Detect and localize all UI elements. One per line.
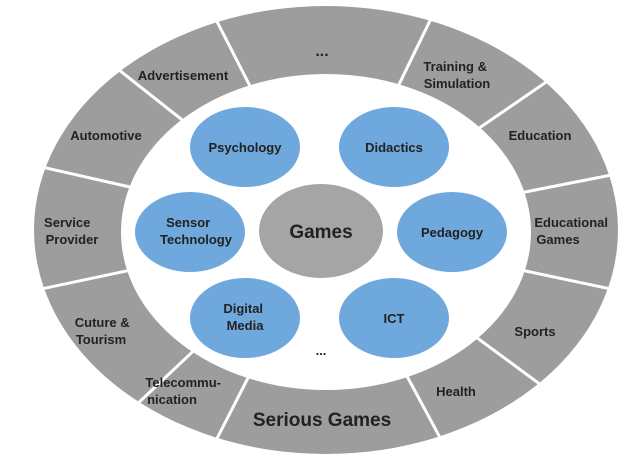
ring-separator-line <box>402 370 445 445</box>
ring-separator-line <box>518 268 617 292</box>
ring-separators <box>35 12 618 446</box>
ring-separator-line <box>132 346 199 409</box>
segment-training-simulation-label: Training & Simulation <box>423 59 490 91</box>
games-center-circle <box>259 184 383 278</box>
circle-ict <box>339 278 449 358</box>
games-center-label: Games <box>289 222 352 243</box>
circle-digital-media <box>190 278 300 358</box>
circle-didactics <box>339 107 449 187</box>
segment-educational-games-label: Educational Games <box>534 215 611 247</box>
ring-separator-line <box>476 76 554 131</box>
segment-service-provider-label: Service Provider <box>44 215 98 247</box>
segment-culture-tourism-label: Cuture & Tourism <box>75 315 134 347</box>
ring-separator-line <box>396 12 435 88</box>
inner-ellipsis: ... <box>316 343 327 358</box>
segment-health-label: Health <box>436 384 476 399</box>
segment-telecommunication-label: Telecommu- nication <box>145 375 224 407</box>
circle-pedagogy-label: Pedagogy <box>421 225 484 240</box>
circle-didactics-label: Didactics <box>365 140 423 155</box>
segment-advertisement-label: Advertisement <box>138 68 229 83</box>
segment-education-label: Education <box>509 128 572 143</box>
serious-games-label: Serious Games <box>253 410 391 431</box>
circle-psychology <box>190 107 300 187</box>
ring-separator-line <box>519 172 618 195</box>
circle-ict-label: ICT <box>384 311 405 326</box>
segment-sports-label: Sports <box>514 324 555 339</box>
segment-automotive-label: Automotive <box>70 128 142 143</box>
ring-separator-line <box>212 14 253 89</box>
circle-digital-media-label: Digital Media <box>223 301 266 333</box>
circle-sensor-technology <box>135 192 245 272</box>
circle-psychology-label: Psychology <box>209 140 283 155</box>
ring-separator-line <box>471 333 547 390</box>
ring-separator-line <box>112 64 186 123</box>
circle-pedagogy <box>397 192 507 272</box>
circle-sensor-technology-label: Sensor Technology <box>160 215 233 247</box>
segment-ellipsis-label: ... <box>315 43 328 60</box>
ring-separator-line <box>212 371 253 446</box>
ring-separator-line <box>37 164 135 190</box>
ring-separator-line <box>35 268 134 292</box>
